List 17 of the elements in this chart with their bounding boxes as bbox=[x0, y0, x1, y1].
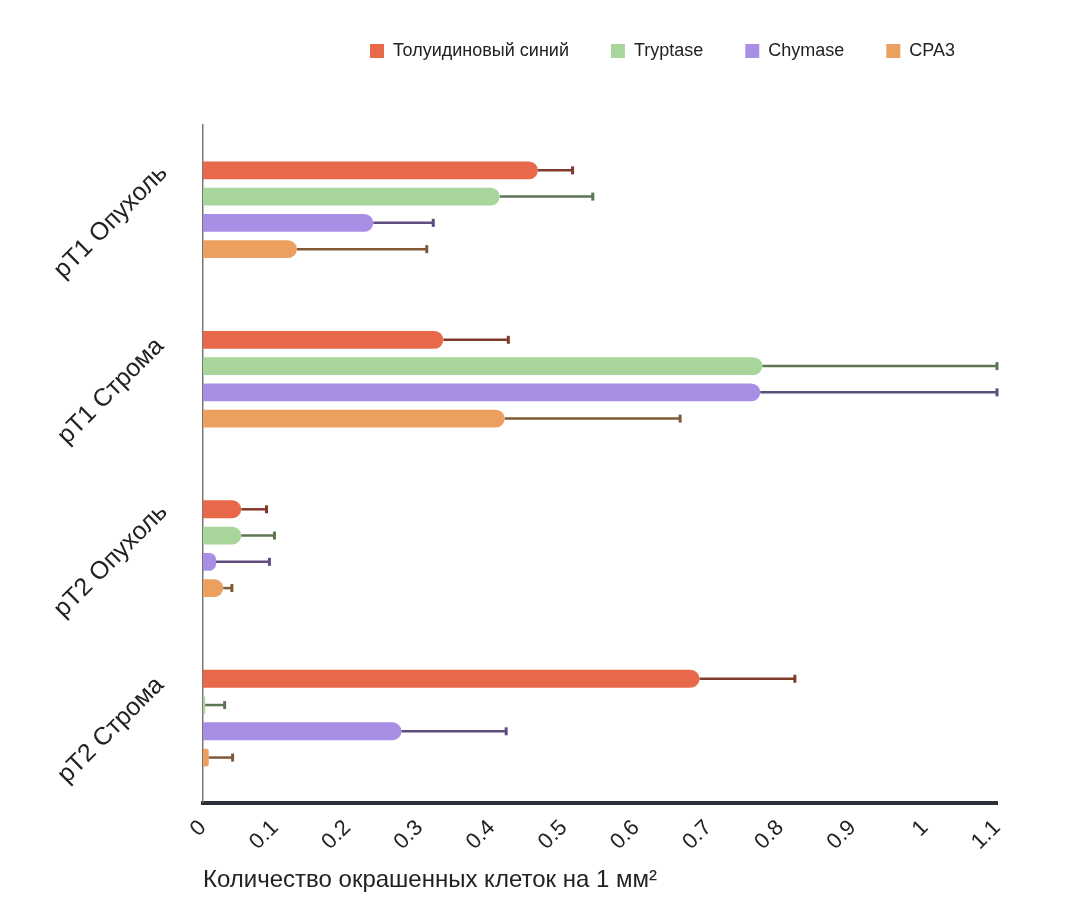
x-axis-title: Количество окрашенных клеток на 1 мм² bbox=[203, 865, 657, 893]
x-tick-label: 0.5 bbox=[532, 814, 572, 854]
x-tick-label: 0 bbox=[184, 814, 211, 841]
x-tick-label: 0.8 bbox=[748, 814, 789, 854]
x-tick-label: 0.2 bbox=[315, 814, 356, 854]
x-tick-label: 1 bbox=[906, 814, 933, 841]
legend-label: Chymase bbox=[768, 39, 845, 60]
x-tick-label: 0.1 bbox=[243, 814, 283, 854]
legend-label: Толуидиновый синий bbox=[393, 39, 569, 60]
x-tick-label: 0.9 bbox=[821, 814, 861, 854]
x-tick-label: 1.1 bbox=[965, 814, 1005, 854]
legend-label: CPA3 bbox=[909, 39, 955, 60]
legend-label: Tryptase bbox=[633, 39, 704, 60]
x-tick-label: 0.3 bbox=[388, 814, 428, 854]
x-tick-label: 0.7 bbox=[676, 814, 717, 854]
x-tick-label: 0.4 bbox=[460, 814, 500, 854]
x-tick-label: 0.6 bbox=[604, 814, 644, 854]
